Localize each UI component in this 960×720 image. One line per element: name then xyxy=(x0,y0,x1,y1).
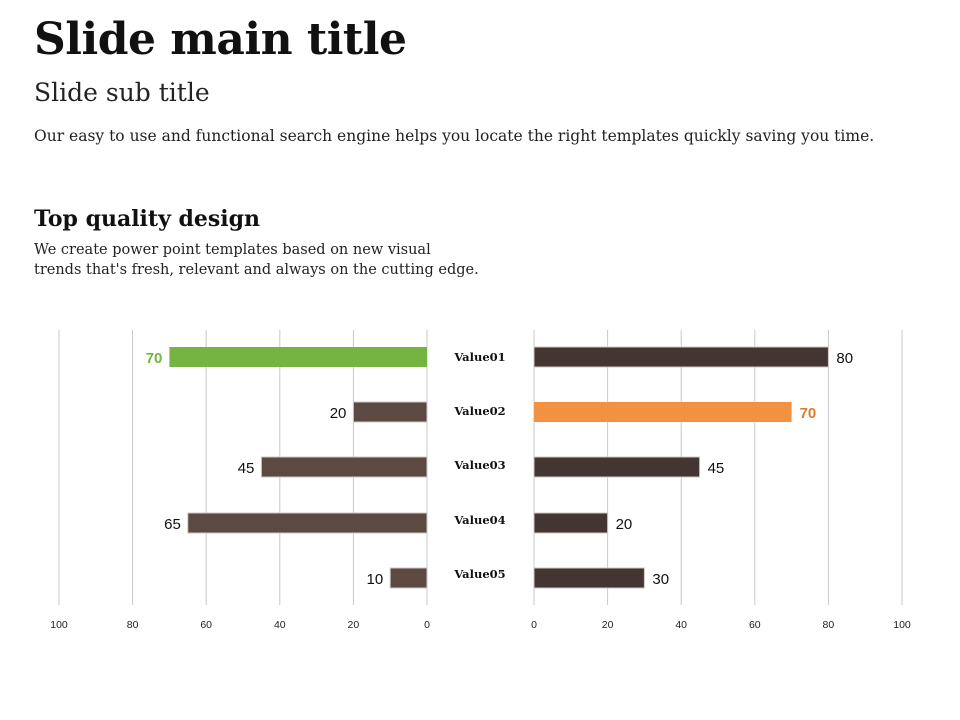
bar xyxy=(533,512,609,534)
data-label: 80 xyxy=(836,350,853,367)
x-tick-label: 40 xyxy=(675,619,687,631)
x-tick-label: 60 xyxy=(200,619,212,631)
data-label: 70 xyxy=(146,350,163,367)
data-label: 65 xyxy=(164,516,181,533)
x-tick-label: 80 xyxy=(823,619,835,631)
bar xyxy=(533,456,701,478)
bar xyxy=(169,347,427,367)
category-label: Value05 xyxy=(453,567,505,581)
bar xyxy=(534,402,792,422)
section-description-line: We create power point templates based on… xyxy=(34,242,431,258)
category-label: Value04 xyxy=(453,513,505,527)
x-tick-label: 20 xyxy=(602,619,614,631)
section-heading: Top quality design xyxy=(34,206,261,232)
intro-text: Our easy to use and functional search en… xyxy=(34,127,875,145)
bar xyxy=(260,456,428,478)
bar xyxy=(187,512,428,534)
x-tick-label: 100 xyxy=(50,619,68,631)
slide-subtitle: Slide sub title xyxy=(34,78,210,107)
section-description-line: trends that's fresh, relevant and always… xyxy=(34,262,479,278)
x-tick-label: 60 xyxy=(749,619,761,631)
category-label: Value03 xyxy=(453,458,505,472)
section-description: We create power point templates based on… xyxy=(34,240,479,280)
x-tick-label: 0 xyxy=(424,619,430,631)
slide-title: Slide main title xyxy=(34,14,407,65)
bar xyxy=(533,346,829,368)
data-label: 10 xyxy=(367,571,384,588)
bar xyxy=(533,567,645,589)
data-label: 70 xyxy=(800,405,817,422)
data-label: 45 xyxy=(708,460,725,477)
data-label: 30 xyxy=(652,571,669,588)
data-label: 20 xyxy=(616,516,633,533)
bar xyxy=(352,401,428,423)
category-label: Value01 xyxy=(453,350,505,364)
x-tick-label: 0 xyxy=(531,619,537,631)
bar xyxy=(389,567,428,589)
category-label: Value02 xyxy=(453,404,505,418)
x-tick-label: 100 xyxy=(893,619,911,631)
x-tick-label: 20 xyxy=(348,619,360,631)
data-label: 20 xyxy=(330,405,347,422)
x-tick-label: 80 xyxy=(127,619,139,631)
x-tick-label: 40 xyxy=(274,619,286,631)
data-label: 45 xyxy=(238,460,255,477)
